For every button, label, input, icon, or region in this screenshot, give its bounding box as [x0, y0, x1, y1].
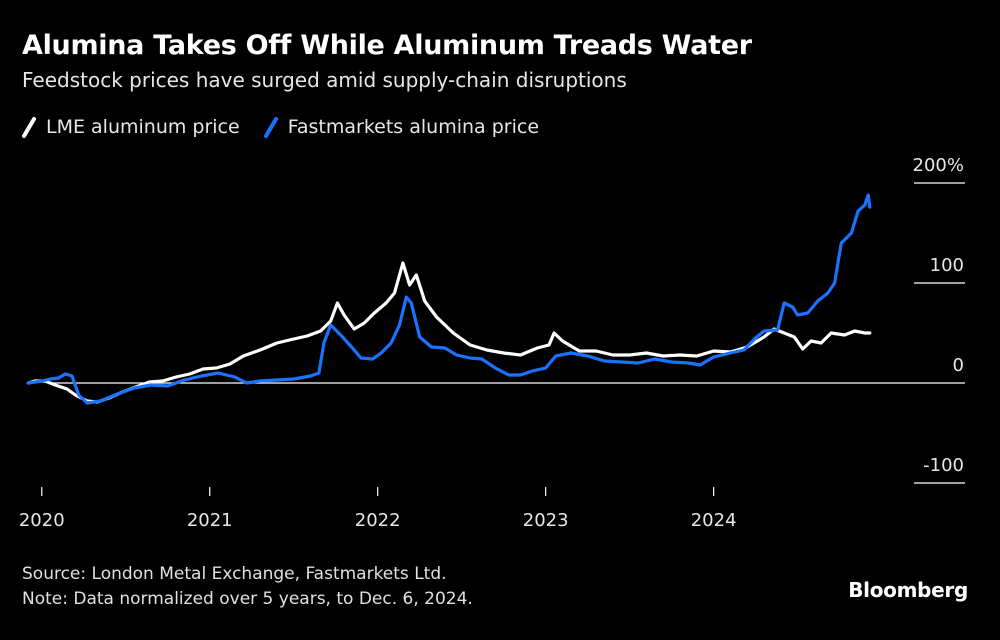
bloomberg-logo: Bloomberg	[848, 578, 968, 602]
y-tick-label: -100	[923, 455, 964, 476]
legend-swatch-aluminum	[22, 117, 36, 138]
x-tick-label: 2024	[691, 510, 737, 531]
legend-item-alumina: Fastmarkets alumina price	[263, 116, 540, 138]
legend-label-alumina: Fastmarkets alumina price	[287, 116, 540, 138]
series-line-aluminum	[26, 261, 872, 404]
chart-subtitle: Feedstock prices have surged amid supply…	[22, 68, 627, 92]
legend-label-aluminum: LME aluminum price	[46, 116, 240, 138]
x-tick-label: 2020	[19, 510, 65, 531]
source-note: Source: London Metal Exchange, Fastmarke…	[22, 564, 447, 584]
x-tick-label: 2021	[187, 510, 233, 531]
footer: Source: London Metal Exchange, Fastmarke…	[22, 562, 473, 612]
y-tick-label: 200%	[913, 155, 964, 176]
series-line-alumina	[26, 193, 872, 405]
legend: LME aluminum price Fastmarkets alumina p…	[22, 116, 563, 138]
normalization-note: Note: Data normalized over 5 years, to D…	[22, 589, 473, 609]
y-tick-label: 100	[930, 255, 964, 276]
x-tick-label: 2022	[355, 510, 401, 531]
x-tick-label: 2023	[523, 510, 569, 531]
y-tick-label: 0	[953, 355, 964, 376]
legend-item-aluminum: LME aluminum price	[22, 116, 240, 138]
legend-swatch-alumina	[263, 117, 278, 138]
chart-title: Alumina Takes Off While Aluminum Treads …	[22, 30, 752, 61]
